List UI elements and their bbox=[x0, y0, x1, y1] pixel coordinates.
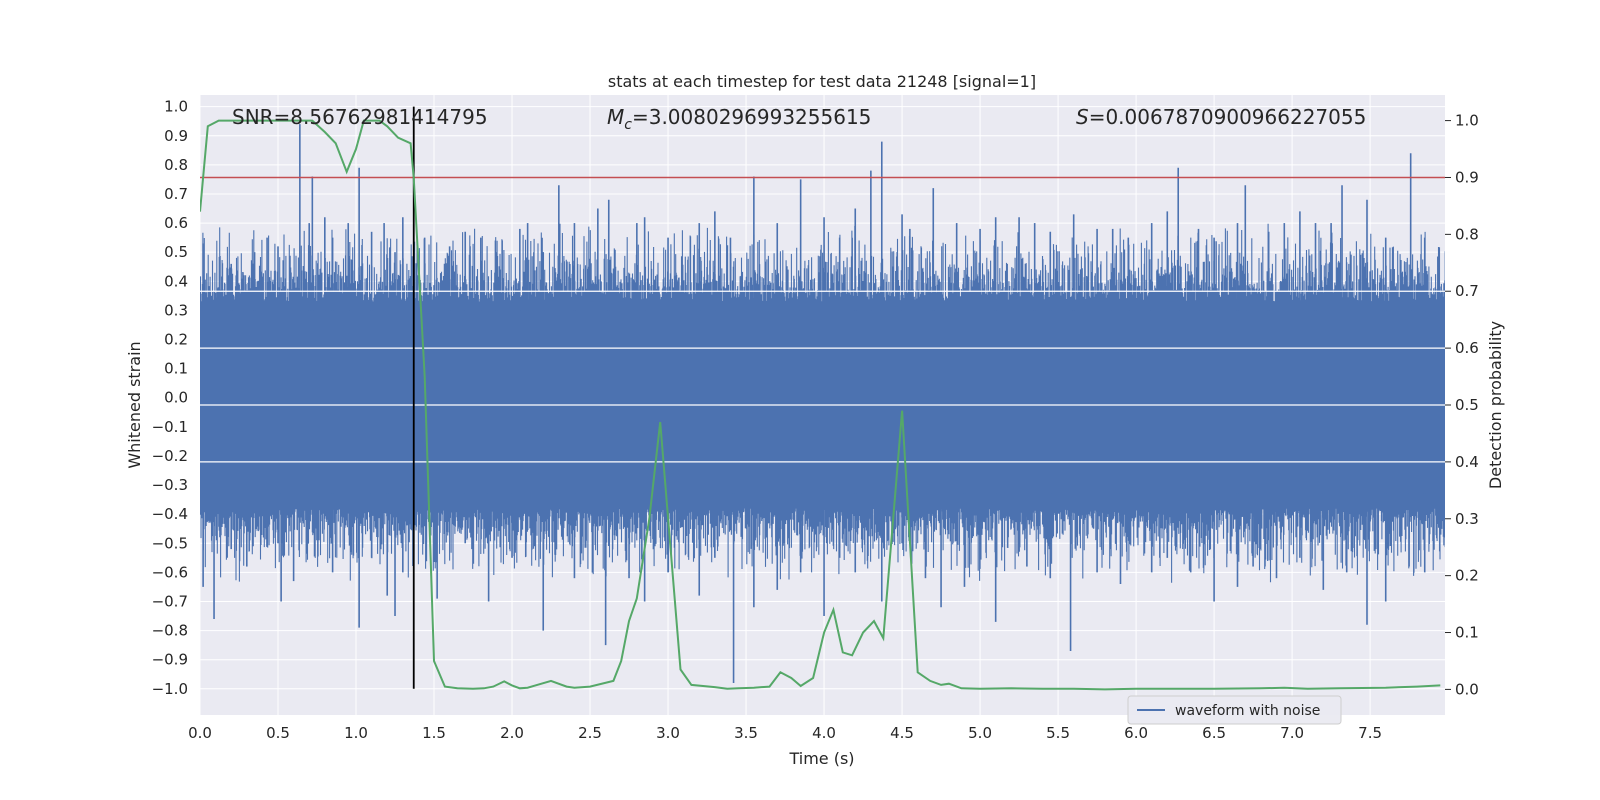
y-tick-label: 0.9 bbox=[164, 127, 188, 145]
y-axis-label: Whitened strain bbox=[125, 341, 144, 468]
x-tick-label: 0.0 bbox=[188, 724, 212, 742]
snr-annotation: SNR=8.56762981414795 bbox=[232, 105, 488, 129]
y-tick-label: −0.8 bbox=[152, 622, 188, 640]
y-tick-label: −0.1 bbox=[152, 418, 188, 436]
y-tick-label: −0.2 bbox=[152, 447, 188, 465]
y2-axis-label: Detection probability bbox=[1486, 321, 1505, 489]
y-tick-label: 0.8 bbox=[164, 156, 188, 174]
x-tick-label: 3.0 bbox=[656, 724, 680, 742]
x-tick-label: 5.5 bbox=[1046, 724, 1070, 742]
y-tick-label: −0.9 bbox=[152, 651, 188, 669]
y-tick-label: −0.7 bbox=[152, 592, 188, 610]
y-tick-label: −0.6 bbox=[152, 563, 188, 581]
y-tick-label: 0.6 bbox=[164, 214, 188, 232]
x-tick-label: 4.0 bbox=[812, 724, 836, 742]
y-tick-label: 0.1 bbox=[164, 360, 188, 378]
chirp-mass-subscript: c bbox=[624, 117, 632, 133]
y2-tick-label: 0.8 bbox=[1455, 225, 1479, 243]
y2-tick-label: 0.1 bbox=[1455, 624, 1479, 642]
x-tick-label: 7.5 bbox=[1358, 724, 1382, 742]
y-tick-label: 0.2 bbox=[164, 331, 188, 349]
x-tick-label: 3.5 bbox=[734, 724, 758, 742]
y-tick-label: 0.5 bbox=[164, 243, 188, 261]
y2-tick-label: 0.0 bbox=[1455, 680, 1479, 698]
s-value: =0.0067870900966227055 bbox=[1089, 105, 1367, 129]
chart-title: stats at each timestep for test data 212… bbox=[608, 72, 1036, 91]
y-tick-label: 0.3 bbox=[164, 301, 188, 319]
chirp-mass-annotation: Mc=3.0080296993255615 bbox=[607, 105, 871, 133]
y-tick-label: 0.4 bbox=[164, 272, 188, 290]
y2-tick-label: 0.6 bbox=[1455, 339, 1479, 357]
x-tick-label: 2.0 bbox=[500, 724, 524, 742]
x-tick-label: 6.0 bbox=[1124, 724, 1148, 742]
legend-box bbox=[1127, 695, 1342, 725]
y-tick-label: −0.3 bbox=[152, 476, 188, 494]
y-tick-label: 0.0 bbox=[164, 389, 188, 407]
x-tick-label: 6.5 bbox=[1202, 724, 1226, 742]
y-tick-label: −1.0 bbox=[152, 680, 188, 698]
x-axis-ticks: 0.0 0.5 1.0 1.5 2.0 2.5 3.0 3.5 4.0 4.5 5.0 5.5 6.0 6… bbox=[188, 724, 1382, 742]
y2-axis-ticks: 1.0 0.9 0.8 0.7 0.6 0.5 0.4 0.3 0.2 0.1 0.0 bbox=[1445, 112, 1479, 698]
x-tick-label: 2.5 bbox=[578, 724, 602, 742]
detection-probability-line bbox=[200, 119, 1441, 691]
x-tick-label: 0.5 bbox=[266, 724, 290, 742]
x-tick-label: 4.5 bbox=[890, 724, 914, 742]
chirp-mass-symbol: M bbox=[607, 105, 624, 129]
y-tick-label: 1.0 bbox=[164, 98, 188, 116]
chirp-mass-value: =3.0080296993255615 bbox=[632, 105, 871, 129]
y-tick-label: 0.7 bbox=[164, 185, 188, 203]
y2-tick-label: 0.3 bbox=[1455, 510, 1479, 528]
y2-tick-label: 0.2 bbox=[1455, 567, 1479, 585]
x-axis-label: Time (s) bbox=[788, 749, 854, 768]
y-tick-label: −0.4 bbox=[152, 505, 188, 523]
y2-tick-label: 0.4 bbox=[1455, 453, 1479, 471]
x-tick-label: 5.0 bbox=[968, 724, 992, 742]
y-tick-label: −0.5 bbox=[152, 534, 188, 552]
legend: waveform with noise bbox=[1127, 695, 1342, 725]
x-tick-label: 1.0 bbox=[344, 724, 368, 742]
s-annotation: S=0.0067870900966227055 bbox=[1076, 105, 1366, 129]
y2-tick-label: 0.7 bbox=[1455, 282, 1479, 300]
s-symbol: S bbox=[1076, 105, 1089, 129]
legend-entry: waveform with noise bbox=[1175, 703, 1320, 719]
y2-tick-label: 1.0 bbox=[1455, 112, 1479, 130]
waveform-spikes bbox=[202, 124, 1426, 683]
overlay-grid-lines bbox=[200, 290, 1445, 463]
x-tick-label: 1.5 bbox=[422, 724, 446, 742]
y2-tick-label: 0.9 bbox=[1455, 168, 1479, 186]
y-axis-ticks: 1.0 0.9 0.8 0.7 0.6 0.5 0.4 0.3 0.2 0.1 0.0 −0.1 −0.… bbox=[152, 98, 188, 698]
y2-tick-label: 0.5 bbox=[1455, 396, 1479, 414]
x-tick-label: 7.0 bbox=[1280, 724, 1304, 742]
